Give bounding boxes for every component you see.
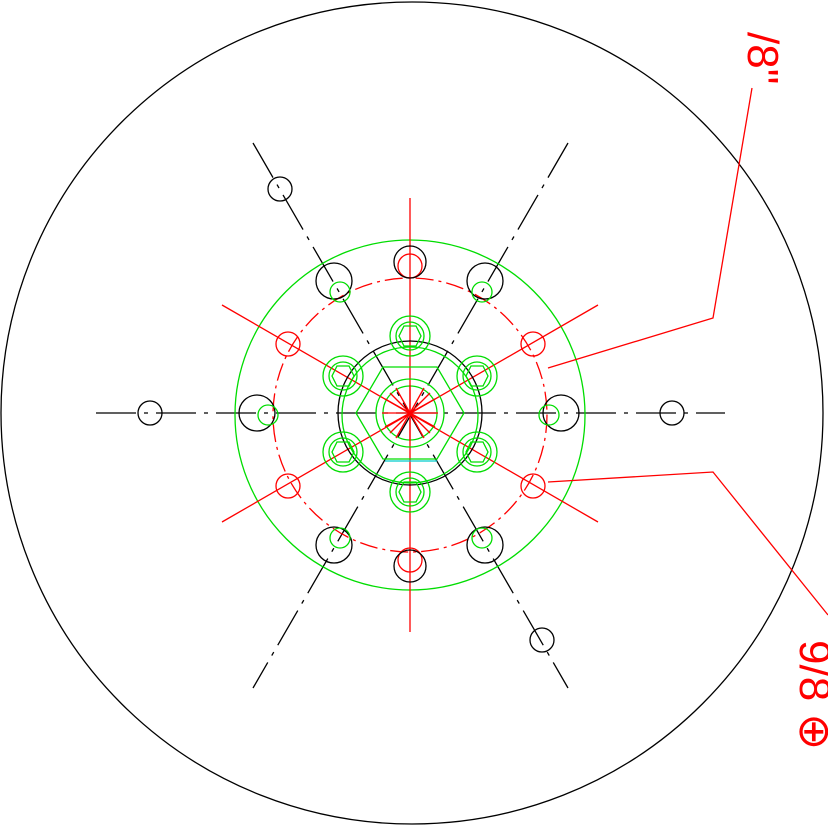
inner-hub-black-circle [337, 340, 483, 486]
hub-bolt-lower-left [322, 431, 364, 473]
outer-holes [137, 176, 685, 653]
dimension-leader-bottom [547, 471, 828, 616]
outer-hole-right [659, 400, 685, 426]
dimension-label-right: 9/8 ⊕ [790, 640, 828, 750]
black-hole-left [238, 394, 276, 432]
green-hole-top-right [471, 281, 493, 303]
green-hole-right [538, 404, 560, 426]
center-starburst [382, 385, 438, 441]
hub-bolt-upper-left [322, 355, 364, 397]
black-counterbore-holes [238, 245, 580, 583]
black-hole-right [542, 394, 580, 432]
red-hole-lower-right [520, 473, 546, 499]
central-boss-outer [375, 378, 445, 448]
outer-hole-left [137, 400, 163, 426]
dimension-leader-top [547, 87, 753, 369]
green-small-holes [257, 281, 560, 549]
black-hole-top-right [466, 262, 504, 300]
black-hole-bottom-right [466, 526, 504, 564]
hub-bolt-lower-right [456, 431, 498, 473]
red-hole-bottom [397, 547, 423, 573]
dimension-label-top: /8" [738, 32, 787, 84]
black-hole-top [393, 245, 427, 279]
green-hole-bottom-right [471, 527, 493, 549]
hub-bolt-bottom [389, 471, 431, 513]
black-hole-bottom [393, 549, 427, 583]
outer-hole-bottom-right [529, 627, 555, 653]
green-hole-left [257, 404, 279, 426]
black-hole-bottom-left [315, 526, 353, 564]
outer-hole-top-left [267, 176, 293, 202]
red-hole-upper-right [520, 331, 546, 357]
red-hole-upper-left [275, 331, 301, 357]
central-hex-outline [355, 366, 465, 460]
hub-bolts [322, 315, 498, 513]
green-hole-top-left [329, 281, 351, 303]
hub-bolt-top [389, 315, 431, 357]
green-hole-bottom-left [329, 527, 351, 549]
hub-bolt-upper-right [456, 355, 498, 397]
black-hole-top-left [315, 262, 353, 300]
red-hole-lower-left [275, 473, 301, 499]
inner-hub-green-circle [341, 346, 479, 484]
